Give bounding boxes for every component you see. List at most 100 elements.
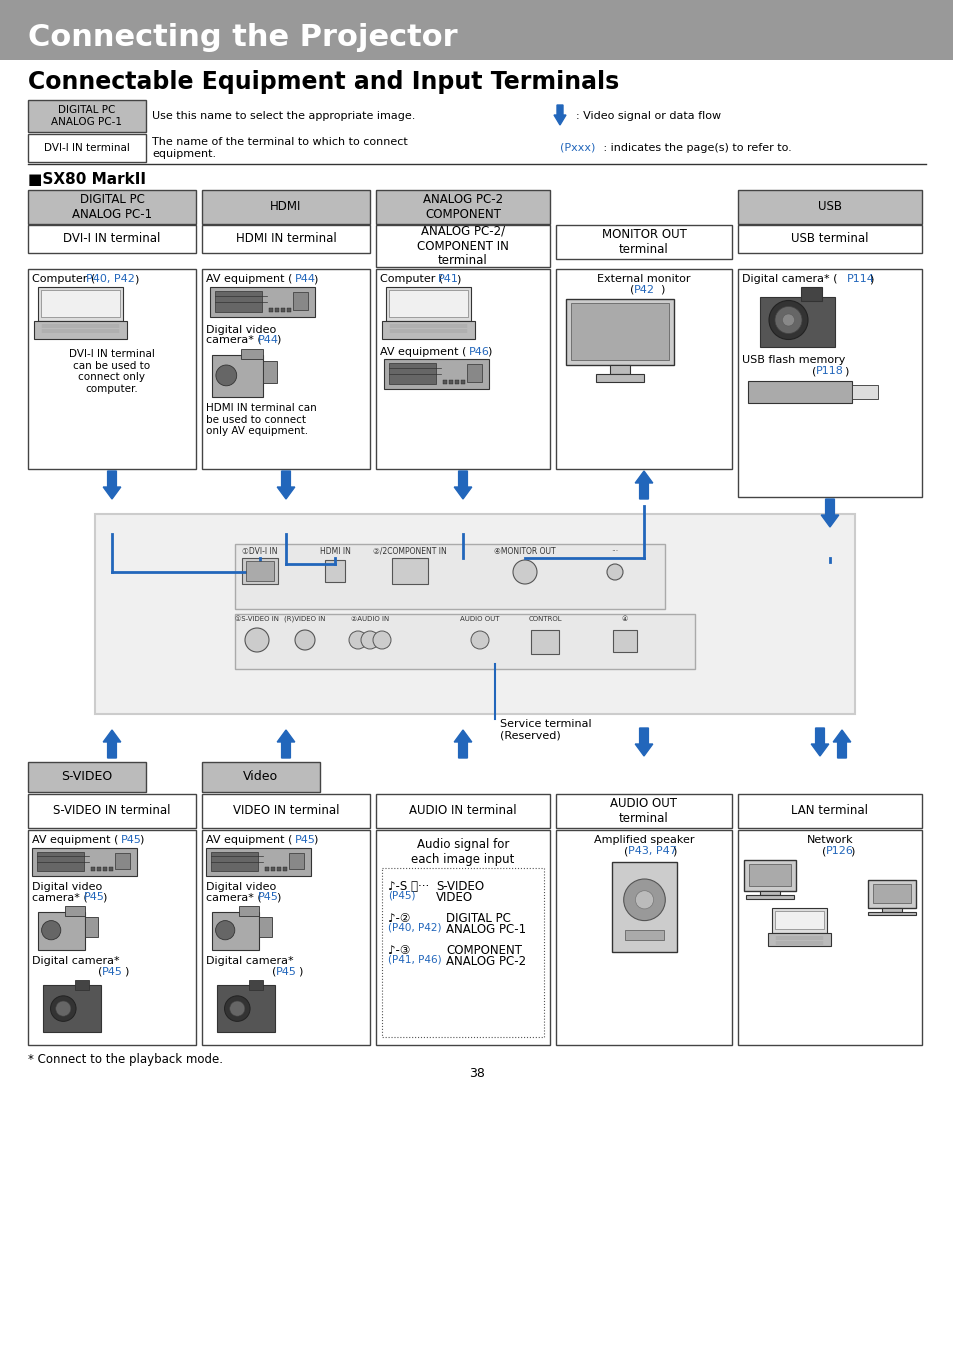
Bar xyxy=(41,289,120,316)
Bar xyxy=(867,911,915,915)
Bar xyxy=(202,830,370,1045)
Bar xyxy=(280,308,285,312)
Text: MONITOR OUT
terminal: MONITOR OUT terminal xyxy=(601,228,686,256)
Text: COMPONENT: COMPONENT xyxy=(446,944,521,957)
Bar xyxy=(389,289,468,316)
FancyArrow shape xyxy=(635,470,652,499)
Text: (: ( xyxy=(623,846,627,856)
Text: (P41, P46): (P41, P46) xyxy=(388,955,441,965)
Bar xyxy=(211,852,258,871)
Circle shape xyxy=(224,996,250,1021)
Bar xyxy=(269,308,273,312)
Text: LAN terminal: LAN terminal xyxy=(791,804,867,818)
Text: ): ) xyxy=(843,366,847,376)
Text: DVI-I IN terminal: DVI-I IN terminal xyxy=(44,143,130,153)
Bar xyxy=(738,224,921,253)
Bar xyxy=(85,917,98,937)
Bar xyxy=(738,830,921,1045)
Bar xyxy=(392,558,428,584)
Text: ①S-VIDEO IN: ①S-VIDEO IN xyxy=(234,617,278,622)
Bar xyxy=(202,191,370,224)
Bar xyxy=(738,269,921,498)
Bar xyxy=(571,303,668,360)
Text: DIGITAL PC
ANALOG PC-1: DIGITAL PC ANALOG PC-1 xyxy=(51,105,122,127)
Text: AUDIO OUT
terminal: AUDIO OUT terminal xyxy=(610,796,677,825)
Text: External monitor: External monitor xyxy=(597,274,690,284)
Text: ②AUDIO IN: ②AUDIO IN xyxy=(351,617,389,622)
Circle shape xyxy=(635,891,653,909)
Text: (Pxxx): (Pxxx) xyxy=(559,143,595,153)
Text: ): ) xyxy=(671,846,676,856)
Bar xyxy=(28,100,146,132)
Bar xyxy=(460,380,464,384)
Text: AV equipment (: AV equipment ( xyxy=(206,836,292,845)
Bar xyxy=(28,794,195,827)
Bar xyxy=(28,830,195,1045)
Text: ): ) xyxy=(275,892,280,902)
Bar xyxy=(0,0,953,59)
Bar xyxy=(882,909,901,911)
Bar xyxy=(246,561,274,581)
Bar xyxy=(210,287,314,316)
Text: S-VIDEO: S-VIDEO xyxy=(61,771,112,784)
Circle shape xyxy=(774,307,801,334)
Text: HDMI IN terminal can
be used to connect
only AV equipment.: HDMI IN terminal can be used to connect … xyxy=(206,403,316,437)
Text: ANALOG PC-2: ANALOG PC-2 xyxy=(446,955,525,968)
Text: P45: P45 xyxy=(275,967,296,977)
Bar xyxy=(202,224,370,253)
Circle shape xyxy=(294,630,314,650)
Text: * Connect to the playback mode.: * Connect to the playback mode. xyxy=(28,1053,223,1065)
Bar xyxy=(96,867,101,871)
FancyArrow shape xyxy=(635,727,652,756)
Bar xyxy=(75,980,90,990)
Text: (: ( xyxy=(811,366,815,376)
FancyArrow shape xyxy=(832,730,850,758)
Bar xyxy=(767,933,830,946)
Bar xyxy=(37,852,84,871)
Text: (: ( xyxy=(821,846,825,856)
Text: ): ) xyxy=(139,836,143,845)
Bar xyxy=(556,830,731,1045)
Bar xyxy=(774,911,823,929)
Text: HDMI IN: HDMI IN xyxy=(319,548,350,556)
Bar xyxy=(214,291,262,312)
Text: ): ) xyxy=(659,285,663,295)
Bar xyxy=(271,867,274,871)
Text: Digital camera* (: Digital camera* ( xyxy=(741,274,837,284)
Text: ④: ④ xyxy=(621,617,627,622)
Text: P45: P45 xyxy=(102,967,123,977)
Text: ②/2COMPONENT IN: ②/2COMPONENT IN xyxy=(373,548,446,556)
Text: P126: P126 xyxy=(825,846,853,856)
Text: (P45): (P45) xyxy=(388,890,416,900)
Bar xyxy=(28,224,195,253)
Text: P41: P41 xyxy=(437,274,458,284)
Text: P118: P118 xyxy=(815,366,843,376)
Text: Service terminal
(Reserved): Service terminal (Reserved) xyxy=(499,719,591,741)
FancyArrow shape xyxy=(821,499,838,527)
Bar xyxy=(748,864,790,886)
Bar xyxy=(276,867,280,871)
Text: P42: P42 xyxy=(634,285,655,295)
Text: VIDEO: VIDEO xyxy=(436,891,473,904)
Bar xyxy=(375,830,550,1045)
Bar xyxy=(612,863,677,952)
Text: ANALOG PC-1: ANALOG PC-1 xyxy=(446,923,525,936)
Circle shape xyxy=(360,631,378,649)
Bar xyxy=(375,191,550,224)
Bar xyxy=(381,320,475,339)
Text: Audio signal for
each image input: Audio signal for each image input xyxy=(411,838,515,867)
FancyArrow shape xyxy=(454,730,472,758)
Text: P44: P44 xyxy=(257,335,278,345)
Circle shape xyxy=(373,631,391,649)
Circle shape xyxy=(781,314,794,326)
Bar xyxy=(771,909,826,933)
Text: ): ) xyxy=(297,967,302,977)
Text: S-VIDEO: S-VIDEO xyxy=(436,880,483,894)
Text: AV equipment (: AV equipment ( xyxy=(32,836,118,845)
Bar xyxy=(95,514,854,714)
Text: The name of the terminal to which to connect
equipment.: The name of the terminal to which to con… xyxy=(152,137,407,158)
Text: ): ) xyxy=(456,274,460,284)
Bar xyxy=(34,320,127,339)
Bar xyxy=(289,853,304,869)
Text: (: ( xyxy=(97,967,102,977)
